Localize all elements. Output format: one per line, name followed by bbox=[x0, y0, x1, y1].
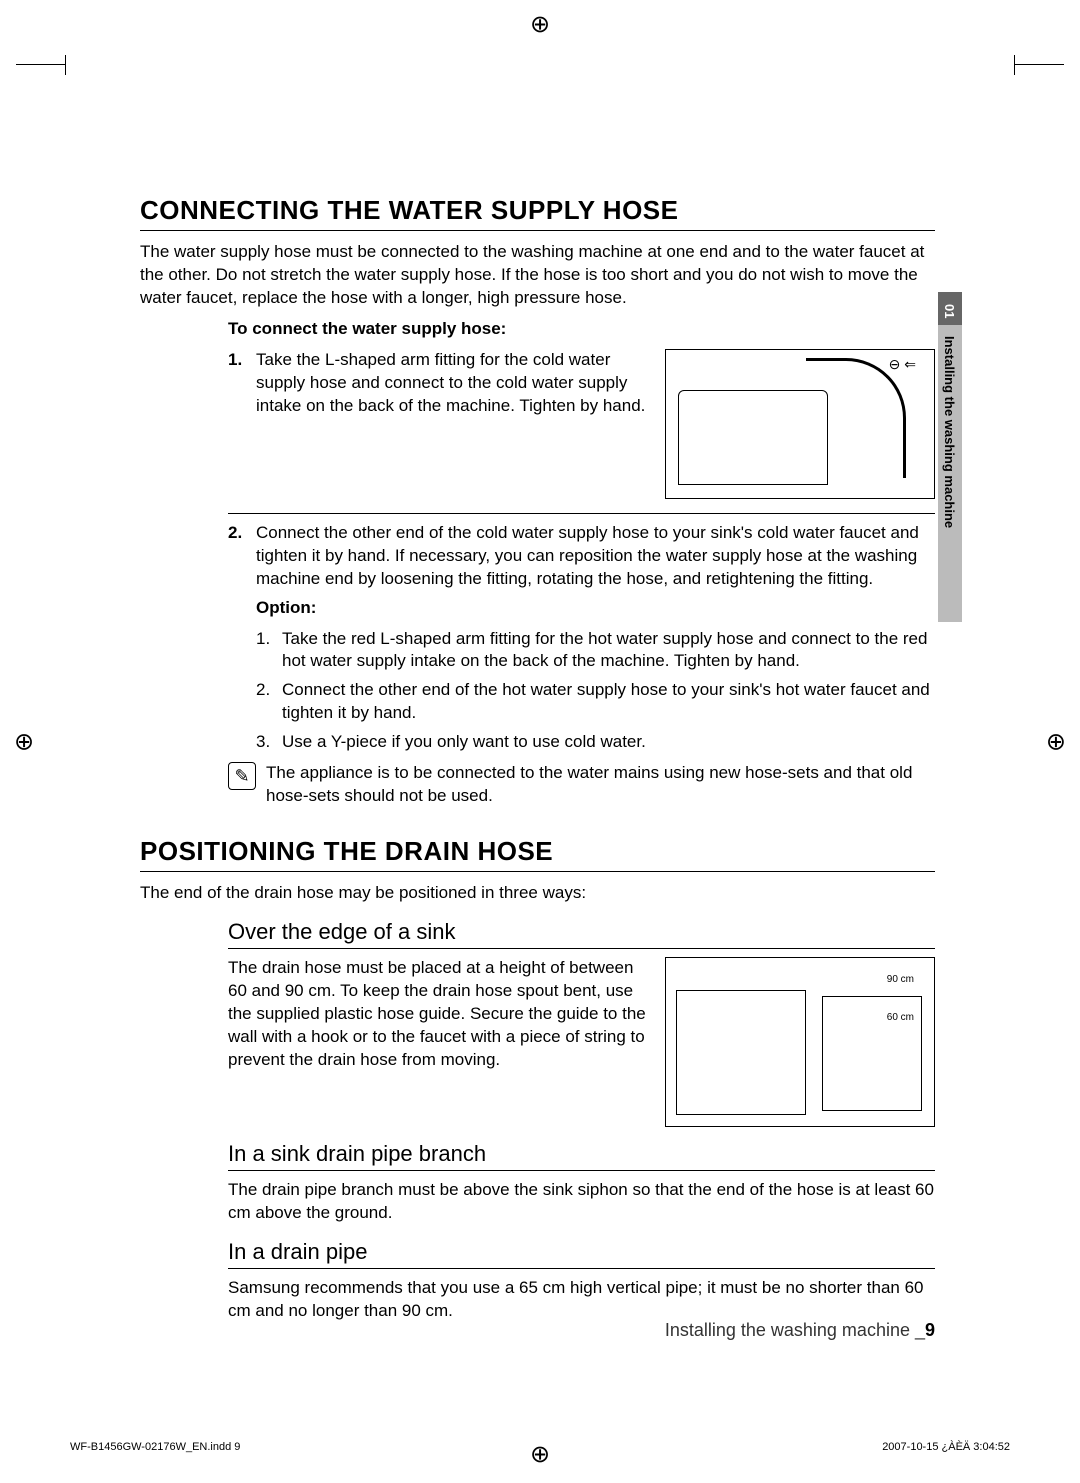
registration-mark-icon: ⊕ bbox=[530, 1440, 550, 1469]
note-callout: ✎ The appliance is to be connected to th… bbox=[228, 762, 935, 808]
chapter-label: Installing the washing machine bbox=[942, 336, 957, 528]
sub2-body: The drain pipe branch must be above the … bbox=[228, 1179, 935, 1225]
step-text: Connect the other end of the cold water … bbox=[256, 522, 935, 591]
registration-mark-icon: ⊕ bbox=[1046, 727, 1066, 756]
option-2: 2. Connect the other end of the hot wate… bbox=[256, 679, 935, 725]
intro-paragraph: The end of the drain hose may be positio… bbox=[140, 882, 935, 905]
subheading-over-sink: Over the edge of a sink bbox=[228, 919, 935, 949]
option-label: Option: bbox=[256, 597, 935, 620]
option-3: 3. Use a Y-piece if you only want to use… bbox=[256, 731, 935, 754]
step-text: Take the L-shaped arm fitting for the co… bbox=[256, 349, 647, 418]
step-1: 1. Take the L-shaped arm fitting for the… bbox=[228, 349, 647, 418]
option-number: 3. bbox=[256, 731, 282, 754]
option-text: Connect the other end of the hot water s… bbox=[282, 679, 935, 725]
footer-text: Installing the washing machine _ bbox=[665, 1320, 925, 1340]
option-number: 1. bbox=[256, 628, 282, 674]
page-content: CONNECTING THE WATER SUPPLY HOSE The wat… bbox=[140, 195, 935, 1331]
step-number: 1. bbox=[228, 349, 256, 418]
crop-mark bbox=[1014, 64, 1064, 65]
figure-water-supply-connection: ⊖ ⇐ bbox=[665, 349, 935, 499]
intro-paragraph: The water supply hose must be connected … bbox=[140, 241, 935, 310]
crop-mark bbox=[16, 64, 66, 65]
figure-label-90cm: 90 cm bbox=[887, 974, 914, 985]
option-1: 1. Take the red L-shaped arm fitting for… bbox=[256, 628, 935, 674]
procedure-lead: To connect the water supply hose: bbox=[228, 318, 935, 341]
sub3-body: Samsung recommends that you use a 65 cm … bbox=[228, 1277, 935, 1323]
section-heading-water-supply: CONNECTING THE WATER SUPPLY HOSE bbox=[140, 195, 935, 231]
chapter-number: 01 bbox=[942, 304, 957, 318]
note-text: The appliance is to be connected to the … bbox=[266, 762, 935, 808]
page-footer: Installing the washing machine _9 bbox=[665, 1320, 935, 1341]
registration-mark-icon: ⊕ bbox=[14, 727, 34, 756]
step-number: 2. bbox=[228, 522, 256, 591]
option-text: Take the red L-shaped arm fitting for th… bbox=[282, 628, 935, 674]
subheading-drain-pipe: In a drain pipe bbox=[228, 1239, 935, 1269]
option-number: 2. bbox=[256, 679, 282, 725]
print-meta-left: WF-B1456GW-02176W_EN.indd 9 bbox=[70, 1441, 240, 1453]
sub1-body: The drain hose must be placed at a heigh… bbox=[228, 957, 647, 1072]
option-text: Use a Y-piece if you only want to use co… bbox=[282, 731, 935, 754]
note-icon: ✎ bbox=[228, 762, 256, 790]
page-number: 9 bbox=[925, 1320, 935, 1340]
step-2: 2. Connect the other end of the cold wat… bbox=[228, 522, 935, 591]
figure-drain-hose-sink: 90 cm 60 cm bbox=[665, 957, 935, 1127]
figure-label-60cm: 60 cm bbox=[887, 1012, 914, 1023]
chapter-side-tab: 01 Installing the washing machine bbox=[938, 292, 962, 622]
section-heading-drain-hose: POSITIONING THE DRAIN HOSE bbox=[140, 836, 935, 872]
subheading-drain-branch: In a sink drain pipe branch bbox=[228, 1141, 935, 1171]
print-meta-right: 2007-10-15 ¿ÀÈÄ 3:04:52 bbox=[882, 1441, 1010, 1453]
registration-mark-icon: ⊕ bbox=[530, 10, 550, 39]
divider bbox=[228, 513, 935, 514]
